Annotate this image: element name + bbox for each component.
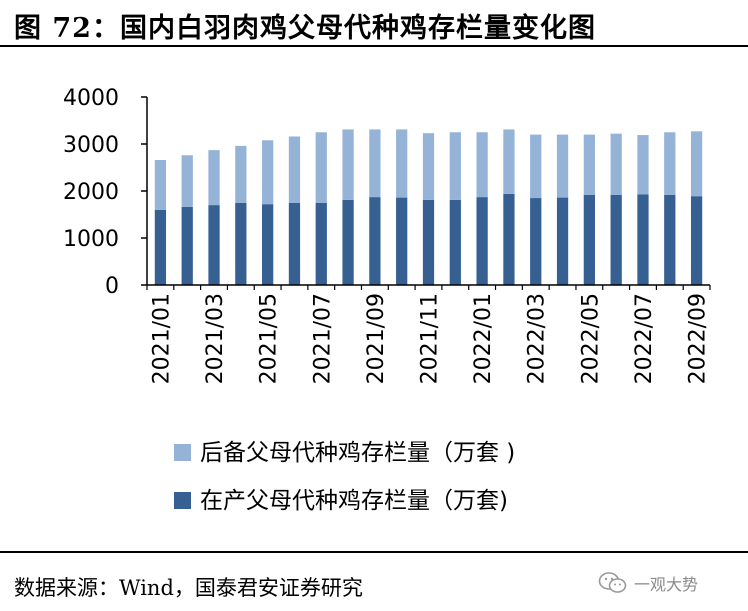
legend-label-reserve: 后备父母代种鸡存栏量（万套 ) — [200, 440, 515, 466]
bar-series — [154, 129, 703, 285]
x-tick-label: 2021/07 — [310, 293, 335, 384]
x-tick-label: 2022/01 — [471, 293, 496, 384]
bar-production — [288, 202, 301, 285]
bar-production — [154, 209, 167, 285]
title-divider — [0, 45, 748, 47]
bar-production — [208, 205, 220, 285]
x-tick-label: 2022/07 — [632, 293, 657, 384]
x-tick-label: 2021/03 — [203, 293, 228, 384]
footer-divider — [0, 551, 748, 553]
x-tick-label: 2021/01 — [149, 293, 174, 384]
bar-reserve — [181, 155, 193, 207]
bar-reserve — [503, 129, 515, 194]
bar-production — [637, 194, 649, 285]
bar-reserve — [154, 159, 167, 210]
bar-reserve — [637, 135, 649, 195]
bar-reserve — [262, 140, 274, 205]
bar-production — [342, 199, 354, 285]
bar-production — [235, 202, 247, 285]
x-tick-label: 2022/09 — [686, 293, 711, 384]
bar-production — [530, 198, 542, 285]
wechat-watermark: 一观大势 — [598, 570, 698, 596]
x-tick-label: 2022/05 — [578, 293, 603, 384]
y-tick-label: 1000 — [63, 227, 119, 252]
bar-reserve — [664, 132, 676, 195]
bar-production — [369, 197, 381, 285]
bar-production — [422, 199, 435, 285]
bar-reserve — [315, 132, 327, 203]
figure-title: 图 72：国内白羽肉鸡父母代种鸡存栏量变化图 — [14, 13, 596, 44]
axes — [146, 97, 710, 286]
y-axis-ticks: 0 1000 2000 3000 4000 — [63, 86, 147, 299]
watermark-text: 一观大势 — [634, 575, 699, 594]
bar-reserve — [583, 134, 595, 195]
bar-reserve — [610, 133, 622, 195]
x-tick-label: 2021/05 — [257, 293, 282, 384]
x-axis-ticks: 2021/01 2021/03 2021/05 2021/07 2021/09 2021/… — [146, 285, 711, 384]
y-tick-label: 0 — [105, 274, 119, 299]
bar-production — [690, 196, 703, 285]
legend-label-production: 在产父母代种鸡存栏量（万套) — [200, 488, 508, 514]
x-tick-label: 2022/03 — [525, 293, 550, 384]
y-tick-label: 2000 — [63, 180, 119, 205]
bar-production — [181, 206, 193, 285]
bar-production — [610, 194, 622, 285]
chart-legend: 后备父母代种鸡存栏量（万套 ) 在产父母代种鸡存栏量（万套) — [174, 440, 515, 514]
wechat-icon — [598, 572, 627, 593]
bar-reserve — [369, 129, 381, 198]
bar-reserve — [342, 129, 354, 200]
bar-production — [315, 202, 327, 285]
bar-reserve — [396, 129, 408, 198]
legend-swatch-production — [174, 492, 191, 509]
x-tick-label: 2021/11 — [418, 293, 443, 384]
legend-swatch-reserve — [174, 444, 191, 461]
bar-reserve — [476, 132, 488, 198]
bar-production — [476, 197, 488, 285]
bar-reserve — [208, 150, 220, 206]
bar-reserve — [690, 131, 703, 197]
bar-production — [449, 199, 461, 285]
bar-production — [583, 194, 595, 285]
y-tick-label: 4000 — [63, 86, 119, 111]
bar-reserve — [556, 134, 569, 198]
bar-reserve — [235, 145, 247, 203]
bar-production — [503, 193, 515, 285]
bar-reserve — [449, 132, 461, 200]
y-tick-label: 3000 — [63, 133, 119, 158]
source-note: 数据来源：Wind，国泰君安证券研究 — [14, 576, 363, 600]
bar-production — [664, 194, 676, 285]
x-tick-label: 2021/09 — [364, 293, 389, 384]
bar-reserve — [422, 133, 435, 200]
bar-reserve — [288, 136, 301, 203]
bar-reserve — [530, 134, 542, 199]
bar-production — [262, 204, 274, 285]
bar-production — [396, 197, 408, 285]
bar-production — [556, 197, 569, 285]
